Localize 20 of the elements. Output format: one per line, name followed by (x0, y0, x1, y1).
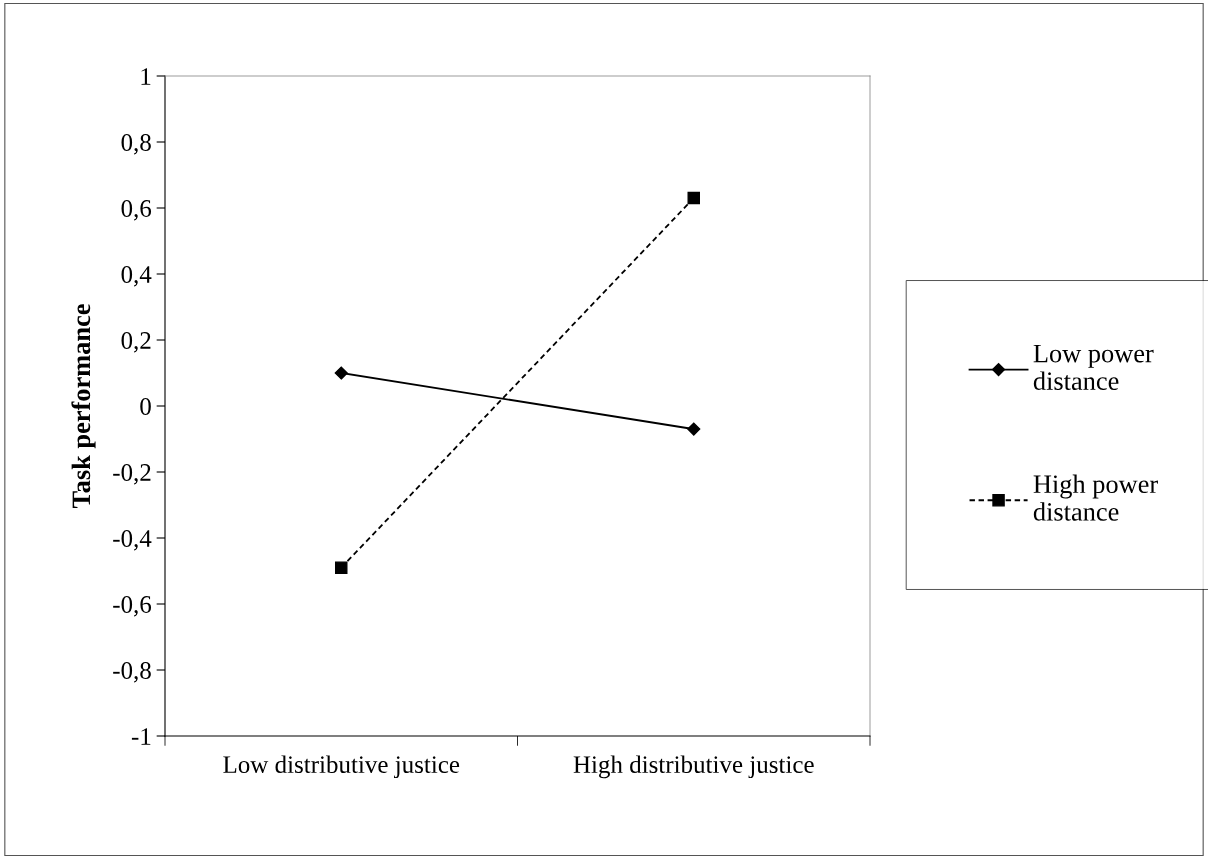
y-tick-label: -0,4 (113, 530, 152, 551)
point (334, 366, 348, 380)
y-tick-label: 0 (140, 398, 151, 415)
point (687, 422, 701, 436)
x-tick-label: High distributive justice (573, 755, 814, 779)
y-axis-title: Task performance (71, 304, 96, 509)
point (687, 191, 701, 205)
y-tick-label: -0,2 (113, 464, 151, 485)
y-tick-label: 0,8 (121, 134, 151, 155)
y-tick-label: -1 (131, 728, 151, 745)
y-tick-label: -0,8 (113, 662, 151, 683)
y-tick-label: -0,6 (113, 596, 152, 617)
y-tick-label: 1 (141, 68, 151, 85)
legend-label: Low power distance (1033, 344, 1154, 391)
y-tick-label: 0,2 (121, 332, 151, 353)
legend-label: High power distance (1033, 474, 1158, 521)
y-tick-label: 0,4 (121, 266, 152, 287)
y-tick-label: 0,6 (121, 200, 152, 221)
x-tick-label: Low distributive justice (223, 755, 460, 779)
point (334, 561, 348, 574)
